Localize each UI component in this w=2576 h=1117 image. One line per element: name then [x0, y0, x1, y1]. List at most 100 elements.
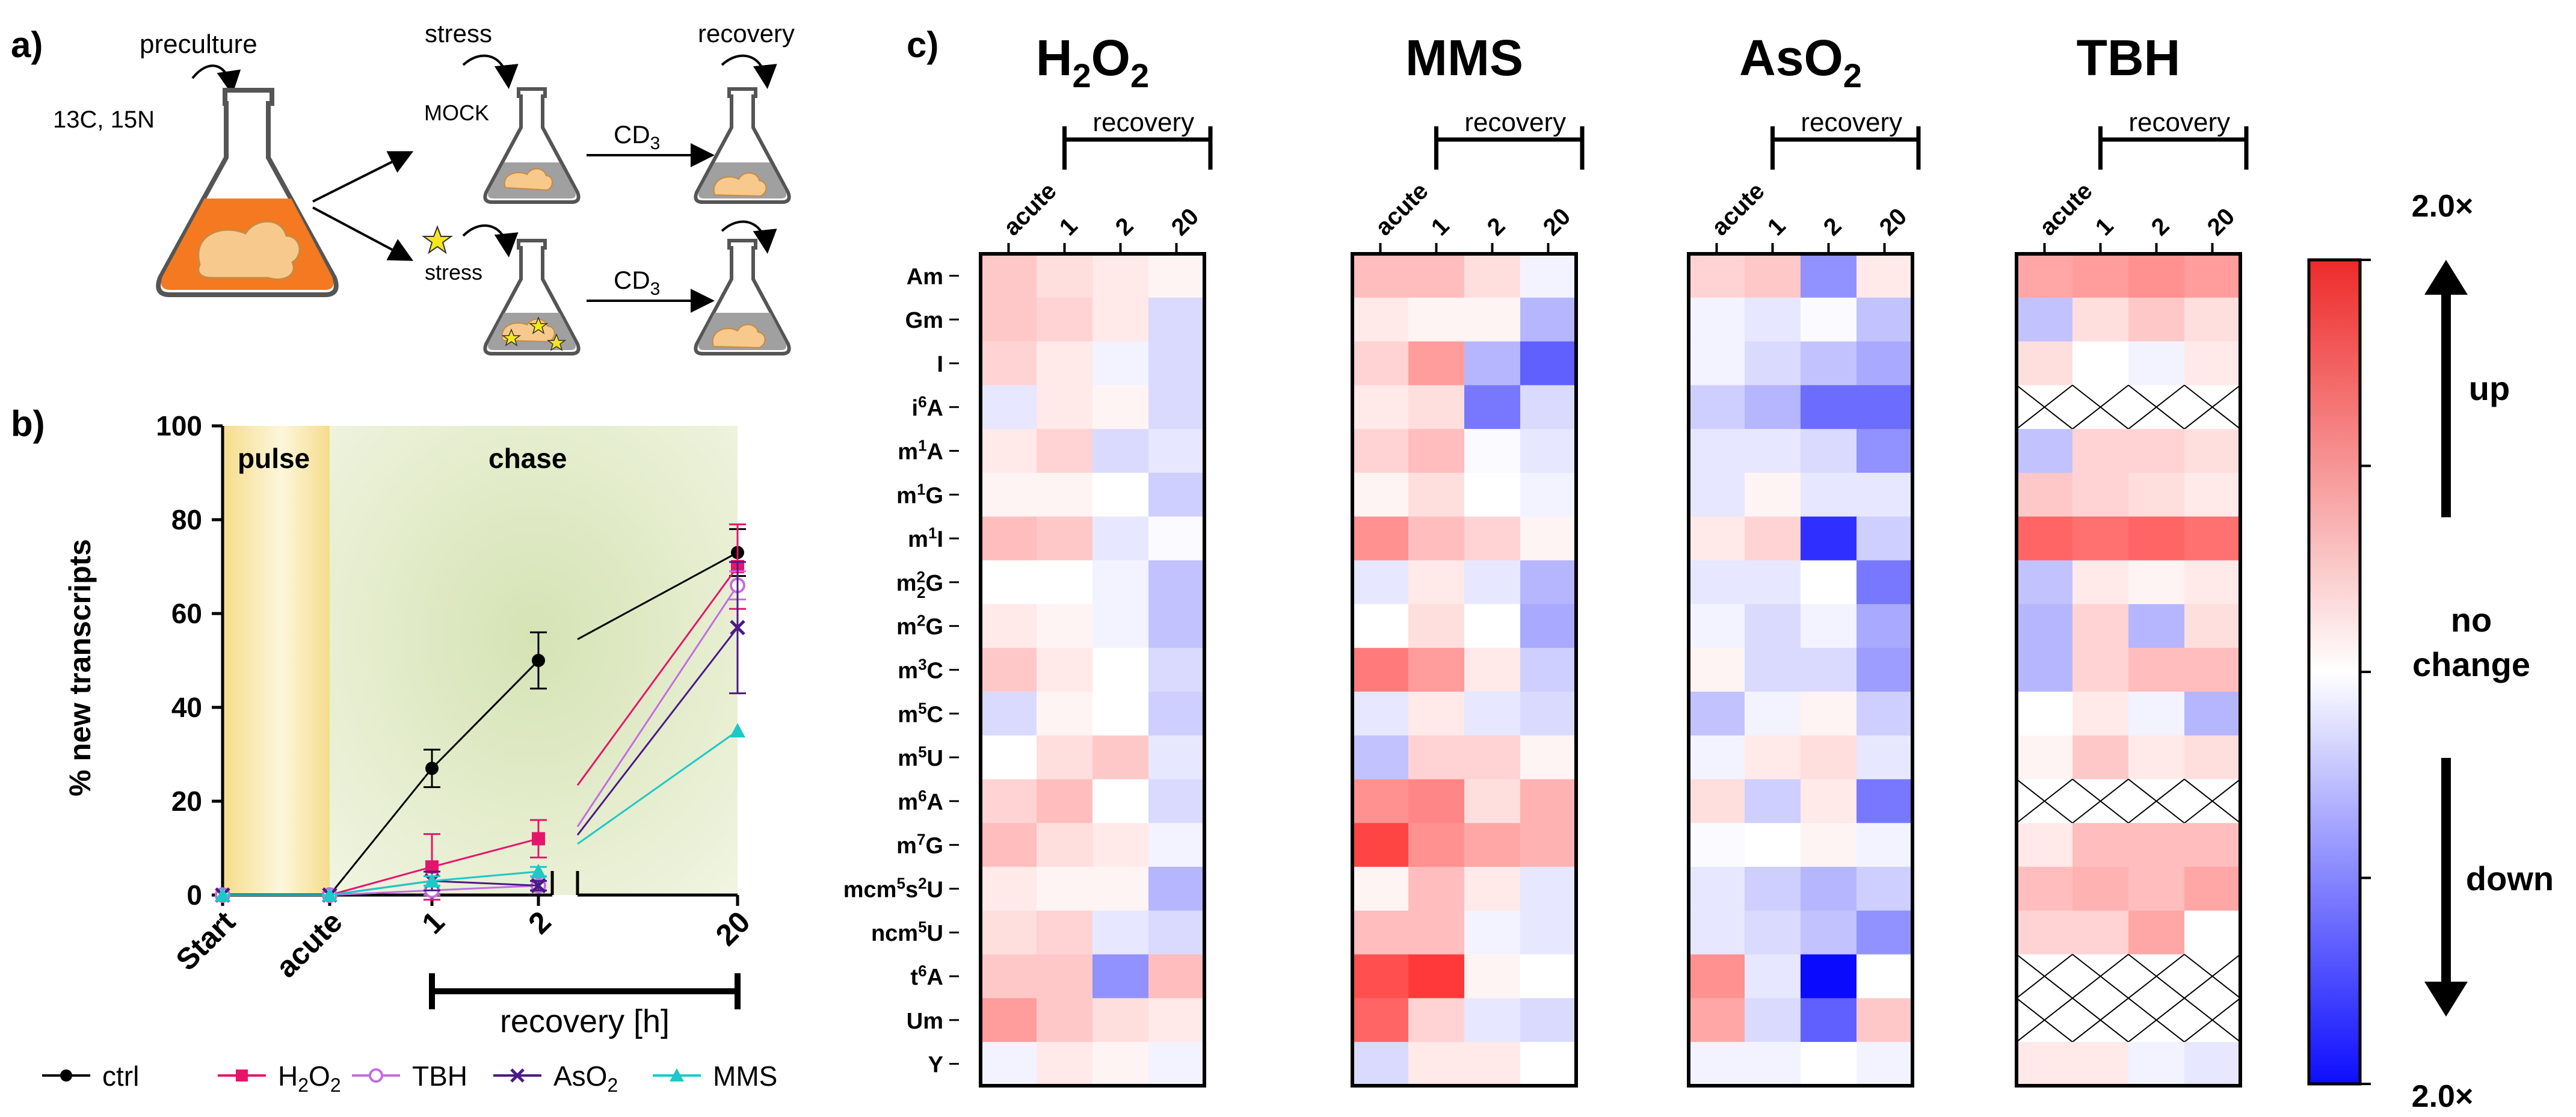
heatmap-cell — [1745, 429, 1801, 473]
panel-b: b) pulse chase % new transcripts 0 20 40 60… — [11, 404, 777, 1096]
heatmap-cell — [2017, 429, 2073, 473]
recovery-flask-bottom — [694, 239, 791, 355]
heatmap-cell — [2128, 516, 2185, 561]
label-part: G — [925, 571, 943, 596]
heatmap-cell — [1801, 954, 1857, 999]
row-label: ncm5U — [871, 918, 943, 946]
label-part: C — [927, 702, 943, 727]
heatmap-cell — [1520, 691, 1577, 736]
label-part: Gm — [905, 308, 943, 333]
heatmap-cell — [1857, 1042, 1913, 1086]
label-part: 2 — [1130, 57, 1149, 94]
heatmap-cell — [1148, 254, 1205, 298]
heatmap-cell — [2184, 867, 2241, 911]
heatmap-cell — [2017, 691, 2073, 736]
label-part: 7 — [917, 831, 925, 849]
column-label: 20 — [2202, 203, 2240, 241]
heatmap-cell — [1689, 254, 1745, 298]
heatmap-cell — [1464, 998, 1521, 1042]
column-label: 1 — [1426, 213, 1455, 241]
row-label: I — [937, 352, 943, 377]
up-label: up — [2469, 369, 2510, 407]
heatmap-cell — [1801, 254, 1857, 298]
missing-cross — [2184, 384, 2241, 429]
data-point — [531, 878, 546, 894]
label-part: AsO — [553, 1060, 607, 1092]
heatmap-cell — [1092, 910, 1149, 955]
label-part: 2 — [917, 583, 925, 602]
heatmap-cell — [1464, 867, 1521, 911]
heatmap-cell — [1689, 691, 1745, 736]
label-part: U — [927, 746, 943, 771]
heatmap-cell — [2072, 516, 2129, 561]
column-label: acute — [1707, 177, 1770, 241]
label-part: 2 — [917, 568, 925, 586]
label-part: m — [898, 790, 918, 815]
label-part: 2 — [1843, 57, 1862, 94]
row-label: Gm — [905, 308, 943, 333]
heatmap-cell — [1520, 954, 1577, 999]
heatmap-cell — [1148, 691, 1205, 736]
column-label: 20 — [1166, 203, 1204, 241]
branch-arrow-top — [312, 151, 414, 203]
heatmap-cell — [2072, 560, 2129, 605]
series-line — [329, 880, 433, 896]
series-line — [431, 837, 539, 868]
heatmap-cell — [1092, 385, 1149, 429]
heatmap-cell — [981, 954, 1037, 999]
y-tick-label: 80 — [171, 504, 202, 535]
heatmap-cell — [2017, 867, 2073, 911]
label-part: I — [937, 527, 943, 552]
panel-c-label: c) — [907, 25, 938, 65]
heatmap-cell — [1745, 472, 1801, 517]
heatmap-cell — [1857, 385, 1913, 429]
heatmap-cell — [1037, 823, 1093, 867]
heatmap-cell — [1689, 560, 1745, 605]
heatmap-cell — [1801, 429, 1857, 473]
heatmap-cell — [2072, 604, 2129, 648]
heatmap-cell — [1857, 867, 1913, 911]
label-part: MMS — [1405, 29, 1523, 86]
heatmap-cell — [1092, 254, 1149, 298]
heatmap-cell — [981, 604, 1037, 648]
heatmap-cell — [1148, 429, 1205, 473]
label-part: 2 — [1073, 57, 1091, 94]
column-label: 2 — [1111, 213, 1139, 241]
heatmap-cell — [1857, 691, 1913, 736]
recovery-flask-top — [694, 87, 791, 204]
heatmap-cell — [1092, 998, 1149, 1042]
panel-a-label: a) — [11, 25, 43, 65]
data-point — [215, 887, 230, 902]
heatmap-cell — [1092, 429, 1149, 473]
heatmap-cell — [1857, 823, 1913, 867]
series-line — [577, 552, 738, 641]
x-tick-label: Start — [170, 905, 242, 977]
down-arrow-head — [2424, 982, 2468, 1017]
heatmap-cell — [1520, 516, 1577, 561]
label-part: O — [309, 1060, 330, 1092]
heatmap-cell — [1092, 297, 1149, 342]
stress-flask — [483, 239, 581, 355]
column-label: acute — [999, 177, 1062, 241]
heatmap-cell — [2184, 560, 2241, 605]
missing-cross — [2016, 997, 2073, 1042]
label-part: 2 — [918, 874, 926, 892]
heatmap-cell — [1857, 735, 1913, 780]
heatmap-cell — [1092, 823, 1149, 867]
heatmap-cell — [1352, 648, 1409, 692]
heatmap-cell — [1408, 735, 1465, 780]
label-part: A — [927, 965, 943, 990]
label-part: m — [896, 483, 917, 508]
heatmap-cell — [1801, 823, 1857, 867]
row-label: m2G — [896, 612, 943, 640]
heatmap-cell — [1857, 910, 1913, 955]
missing-cross — [2072, 953, 2129, 999]
recovery-axis-label: recovery [h] — [500, 1003, 670, 1039]
heatmap-cell — [1092, 954, 1149, 999]
heatmap-cell — [2184, 604, 2241, 648]
heatmap-cell — [1520, 823, 1577, 867]
heatmap-cell — [1745, 648, 1801, 692]
label-part: A — [927, 440, 943, 465]
recovery-curl-arrow-top — [721, 54, 777, 89]
